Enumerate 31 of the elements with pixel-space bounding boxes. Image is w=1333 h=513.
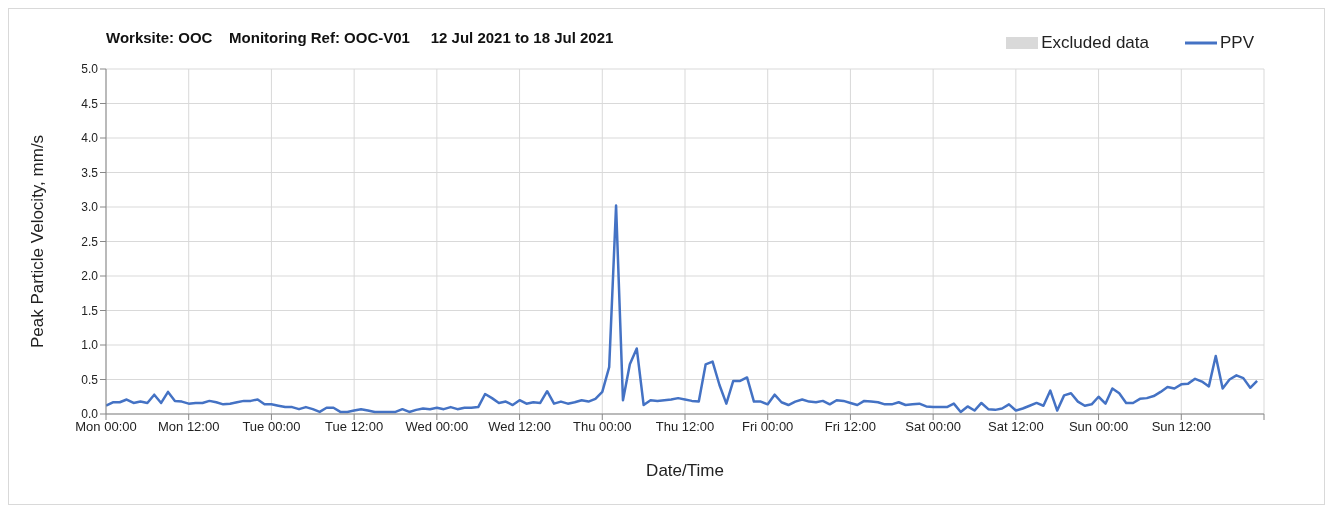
x-tick-label: Mon 00:00 xyxy=(75,419,137,435)
y-tick-label: 4.5 xyxy=(81,96,99,111)
x-tick-label: Wed 12:00 xyxy=(488,419,551,435)
legend-label: PPV xyxy=(1219,33,1254,53)
x-tick-label: Tue 12:00 xyxy=(325,419,384,435)
chart-title: Worksite: OOC Monitoring Ref: OOC-V01 12 Jul 2021 to 18 Jul 2021 xyxy=(106,29,614,46)
y-tick-label: 4.0 xyxy=(81,131,99,146)
x-tick-label: Sun 00:00 xyxy=(1068,419,1129,435)
y-tick-label: 0.0 xyxy=(81,407,99,422)
y-tick-label: 3.5 xyxy=(81,165,99,180)
x-tick-label: Sun 12:00 xyxy=(1151,419,1211,435)
x-tick-label: Tue 00:00 xyxy=(242,419,301,435)
line-series xyxy=(106,204,1259,414)
y-tick-label: 2.5 xyxy=(81,234,99,249)
y-axis-title: Peak Particle Velocity, mm/s xyxy=(28,134,48,349)
y-tick-label: 1.5 xyxy=(81,303,99,318)
x-tick-label: Thu 00:00 xyxy=(573,419,632,435)
x-tick-label: Thu 12:00 xyxy=(655,419,715,435)
x-tick-label: Wed 00:00 xyxy=(405,419,469,435)
y-tick-label: 2.0 xyxy=(81,269,99,284)
y-tick-label: 5.0 xyxy=(81,62,99,77)
y-tick-label: 3.0 xyxy=(81,200,99,215)
y-tick-label: 1.0 xyxy=(81,338,99,353)
legend-label: Excluded data xyxy=(1041,33,1149,53)
y-tick-label: 0.5 xyxy=(81,372,99,387)
x-tick-label: Fri 12:00 xyxy=(824,419,877,435)
x-tick-label: Mon 12:00 xyxy=(158,419,220,435)
x-axis-title: Date/Time xyxy=(646,461,724,480)
x-tick-label: Sat 00:00 xyxy=(905,419,961,435)
x-tick-label: Sat 12:00 xyxy=(988,419,1044,435)
x-tick-label: Fri 00:00 xyxy=(742,419,794,435)
